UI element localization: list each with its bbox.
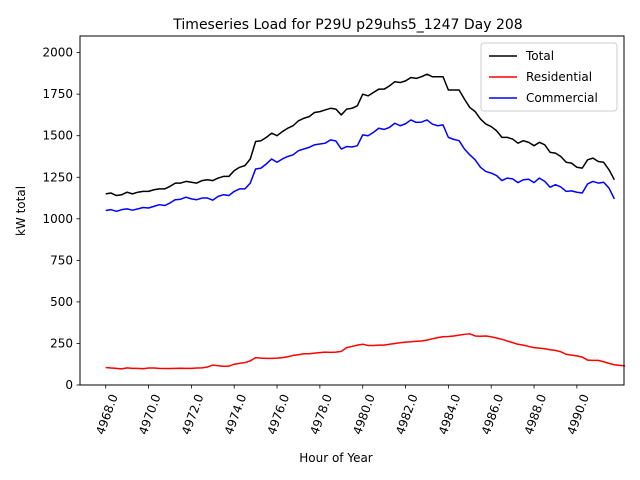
y-axis-ticks: 0 250 500 750 1000 1250 1500 1750 2000 xyxy=(42,46,80,392)
y-tick-label: 250 xyxy=(50,336,73,350)
y-tick-label: 2000 xyxy=(42,46,73,60)
legend: Total Residential Commercial xyxy=(480,42,618,112)
legend-frame xyxy=(480,42,618,112)
y-tick-label: 500 xyxy=(50,295,73,309)
x-axis-label: Hour of Year xyxy=(299,451,373,465)
y-tick-label: 750 xyxy=(50,253,73,267)
y-tick-label: 1000 xyxy=(42,212,73,226)
legend-label-commercial: Commercial xyxy=(526,91,598,105)
series-line-commercial xyxy=(105,119,616,213)
axes-frame xyxy=(79,35,625,386)
series-layer xyxy=(105,73,626,370)
chart-title: Timeseries Load for P29U p29uhs5_1247 Da… xyxy=(172,17,522,33)
series-line-total xyxy=(105,73,616,197)
y-axis-label: kW total xyxy=(14,186,28,236)
y-tick-label: 1250 xyxy=(42,170,73,184)
y-tick-label: 0 xyxy=(65,378,73,392)
legend-label-residential: Residential xyxy=(526,70,592,84)
y-tick-label: 1750 xyxy=(42,87,73,101)
legend-label-total: Total xyxy=(525,49,554,63)
series-line-residential xyxy=(105,333,626,370)
y-tick-label: 1500 xyxy=(42,129,73,143)
